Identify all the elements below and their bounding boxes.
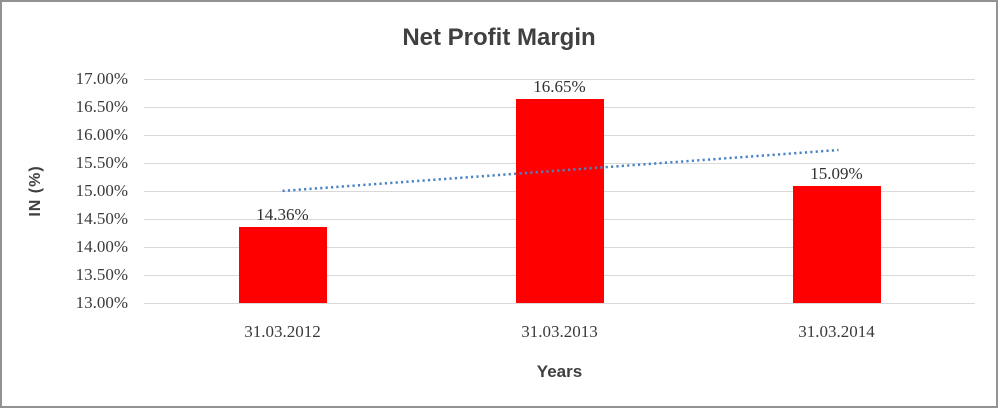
y-tick-label: 13.00%: [75, 293, 128, 312]
chart-title: Net Profit Margin: [402, 24, 596, 51]
y-tick-label: 16.50%: [75, 97, 128, 116]
bar: [238, 226, 327, 303]
bar: [792, 185, 881, 303]
y-tick-label: 15.00%: [75, 181, 128, 200]
gridline: [144, 78, 975, 80]
gridline: [144, 302, 975, 304]
y-tick-label: 15.50%: [75, 153, 128, 172]
bar: [515, 98, 604, 303]
y-tick-label: 13.50%: [75, 265, 128, 284]
x-tick-label: 31.03.2012: [244, 322, 321, 341]
y-tick-label: 14.00%: [75, 237, 128, 256]
y-tick-label: 16.00%: [75, 125, 128, 144]
y-tick-label: 17.00%: [75, 69, 128, 88]
bar-data-label: 16.65%: [533, 76, 586, 96]
x-tick-label: 31.03.2013: [521, 322, 598, 341]
bar-data-label: 14.36%: [256, 204, 309, 224]
bar-data-label: 15.09%: [810, 163, 863, 183]
x-tick-label: 31.03.2014: [798, 322, 875, 341]
y-tick-label: 14.50%: [75, 209, 128, 228]
x-axis-title: Years: [536, 362, 583, 381]
